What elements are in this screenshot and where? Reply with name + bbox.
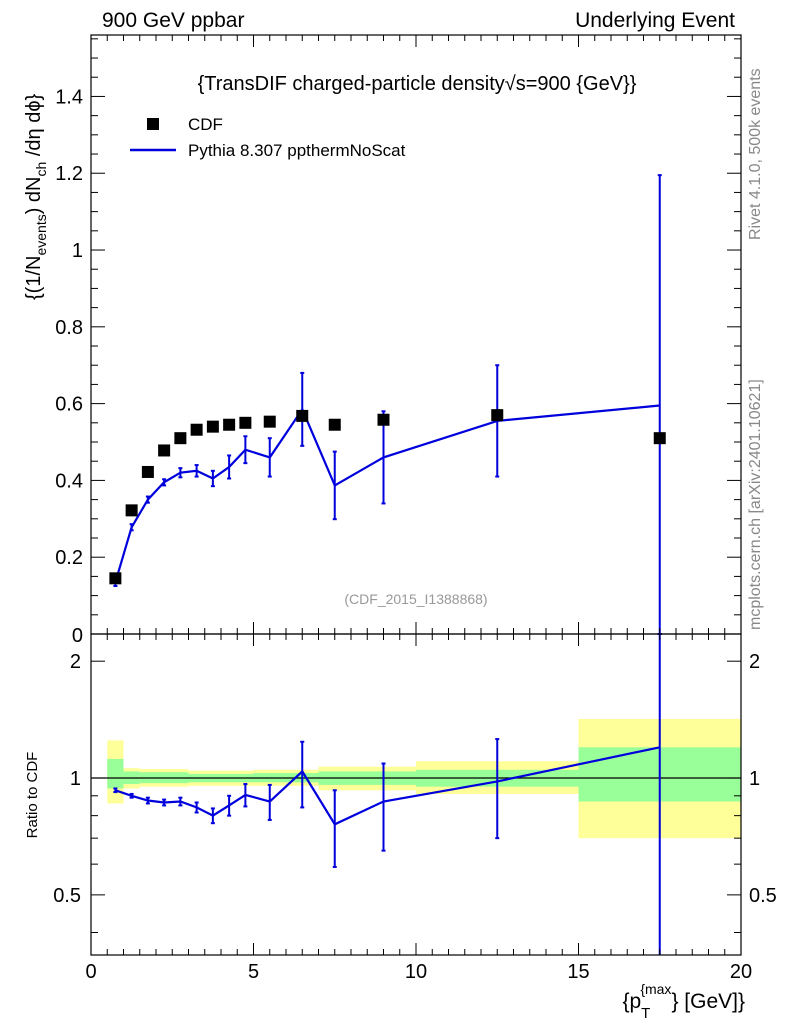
cdf-point — [653, 432, 666, 445]
cdf-point — [109, 572, 122, 585]
xlabel-sub: T — [641, 1005, 650, 1022]
ratio-panel: 0 5 10 15 20 0.5 0.5 1 1 2 2 Ratio to CDF {pT {max}… — [24, 633, 777, 1022]
cdf-point — [223, 418, 236, 431]
main-title-sqrt: √s — [505, 73, 526, 95]
main-title-tail: =900 {GeV}} — [526, 73, 637, 95]
ratio-y-tick-label: 0.5 — [53, 885, 81, 907]
legend-cdf-marker — [147, 118, 159, 130]
header-left: 900 GeV ppbar — [102, 9, 244, 32]
ylabel-part2: ) dN — [23, 176, 45, 214]
main-y-tick-label: 1.4 — [55, 86, 83, 108]
main-y-tick-label: 0 — [72, 625, 83, 647]
ylabel-sub2: ch — [33, 162, 49, 177]
main-y-tick-label: 0.8 — [55, 317, 83, 339]
x-tick-label: 15 — [567, 961, 589, 983]
xlabel-part2: } [GeV]} — [671, 990, 745, 1013]
mcplots-label: mcplots.cern.ch [arXiv:2401.10621] — [747, 379, 764, 630]
main-y-tick-label: 0.6 — [55, 394, 83, 416]
cdf-point — [158, 444, 171, 457]
main-y-tick-label: 1.2 — [55, 163, 83, 185]
main-title: {TransDIF charged-particle density√s=900… — [198, 73, 637, 95]
main-ylabel: {(1/Nevents) dNch /dη dϕ} — [23, 93, 49, 300]
cdf-point — [377, 413, 390, 426]
ylabel-part3: /dη dϕ} — [23, 93, 45, 161]
legend-mc-label: Pythia 8.307 ppthermNoScat — [188, 141, 406, 160]
uncertainty-band-inner — [107, 758, 124, 789]
ratio-y-tick-label-right: 1 — [749, 768, 760, 790]
x-tick-label: 5 — [248, 961, 259, 983]
legend-cdf-label: CDF — [188, 115, 223, 134]
x-tick-label: 0 — [85, 961, 96, 983]
header-right: Underlying Event — [575, 9, 735, 32]
x-tick-label: 10 — [405, 961, 427, 983]
main-panel: {TransDIF charged-particle density√s=900… — [23, 34, 742, 647]
cdf-point — [125, 504, 138, 517]
rivet-label: Rivet 4.1.0, 500k events — [747, 68, 764, 240]
x-axis-label: {pT {max} [GeV]} — [622, 981, 745, 1022]
cdf-point — [190, 423, 203, 436]
cdf-point — [491, 409, 504, 422]
cdf-point — [328, 418, 341, 431]
ratio-ylabel: Ratio to CDF — [24, 752, 41, 839]
main-y-tick-label: 1 — [72, 240, 83, 262]
main-y-tick-label: 0.4 — [55, 470, 83, 492]
cdf-point — [206, 420, 219, 433]
watermark: (CDF_2015_I1388868) — [344, 591, 487, 607]
xlabel-part1: {p — [622, 990, 641, 1013]
ratio-y-tick-label-right: 2 — [749, 651, 760, 673]
ylabel-sub1: events — [33, 214, 49, 255]
ratio-y-tick-label: 1 — [70, 768, 81, 790]
cdf-point — [239, 416, 252, 429]
ylabel-part1: {(1/N — [23, 256, 45, 300]
ratio-y-tick-label-right: 0.5 — [749, 885, 777, 907]
cdf-point — [174, 432, 187, 445]
main-title-text: {TransDIF charged-particle density — [198, 73, 505, 95]
x-tick-label: 20 — [730, 961, 752, 983]
ratio-y-tick-label: 2 — [70, 651, 81, 673]
legend: CDF Pythia 8.307 ppthermNoScat — [130, 115, 406, 160]
main-y-tick-label: 0.2 — [55, 547, 83, 569]
xlabel-sup: {max — [640, 981, 671, 997]
cdf-point — [263, 415, 276, 428]
cdf-point — [296, 409, 309, 422]
cdf-point — [141, 465, 154, 478]
